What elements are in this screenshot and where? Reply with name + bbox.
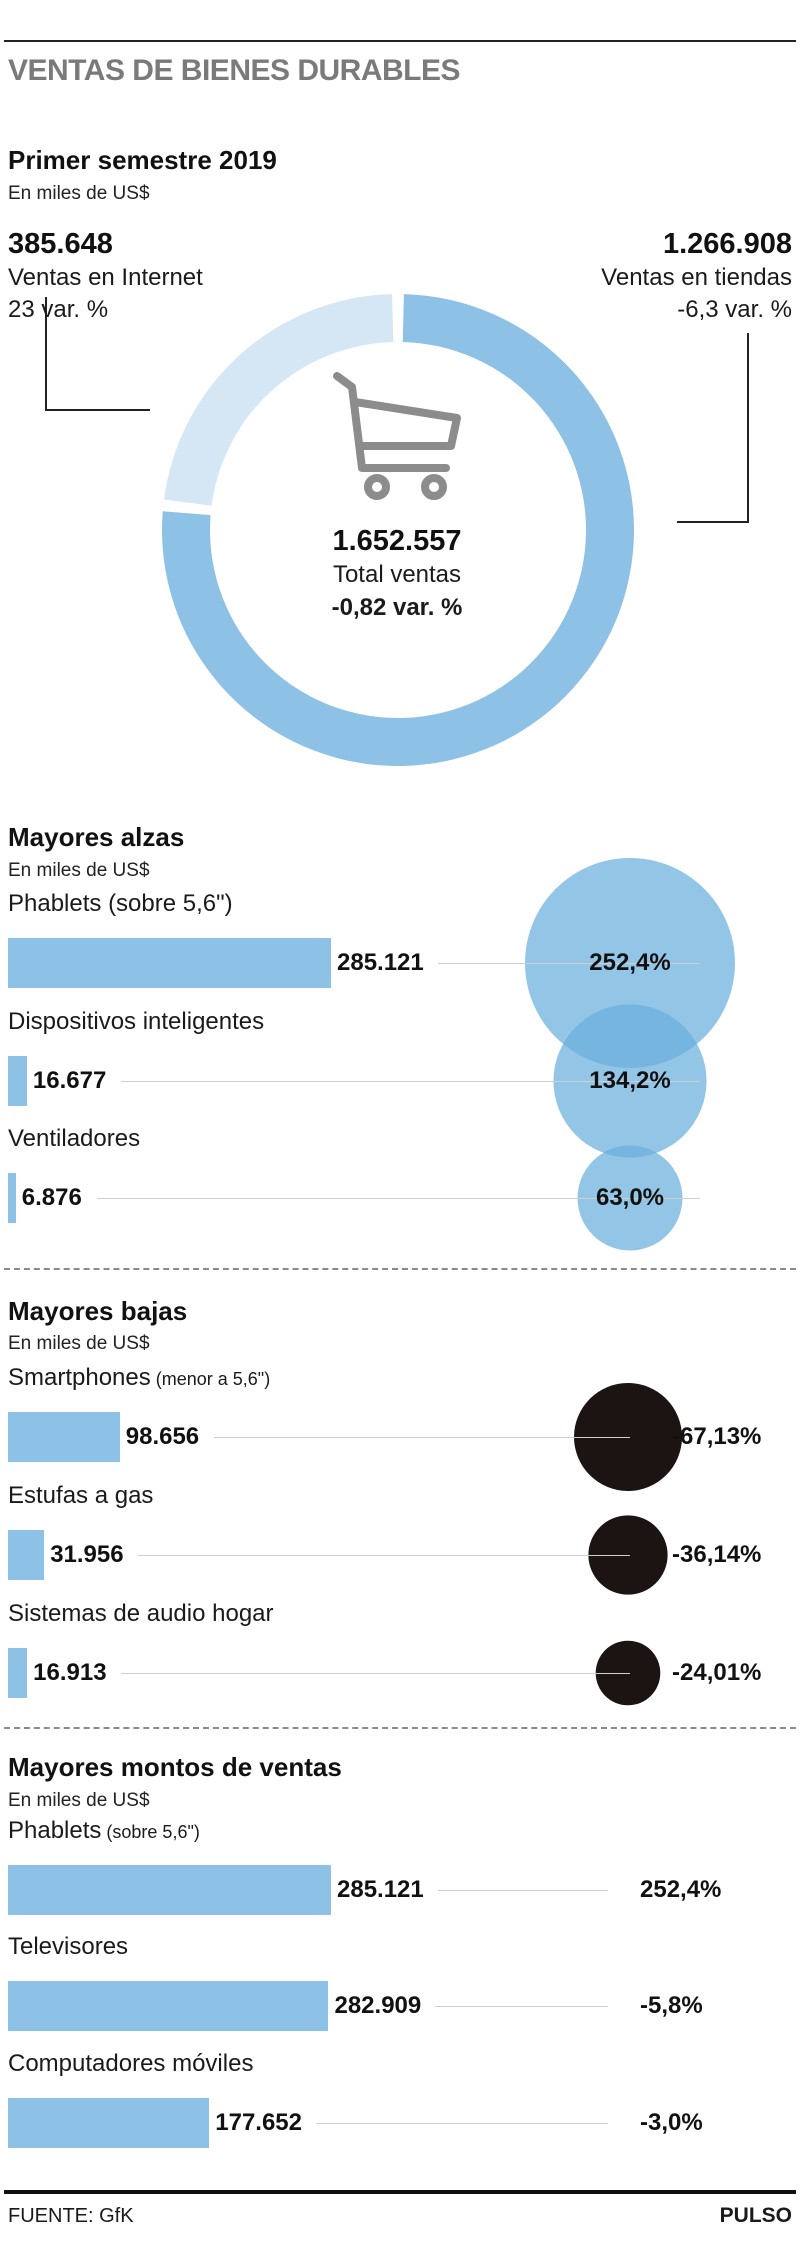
internet-label: Ventas en Internet xyxy=(8,264,203,291)
total-value: 1.652.557 xyxy=(332,525,462,557)
stores-label: Ventas en tiendas xyxy=(601,264,792,291)
bar-value-label: 31.956 xyxy=(50,1541,124,1568)
row-label: Phablets (sobre 5,6") xyxy=(8,890,233,918)
row-label: Televisores xyxy=(8,1933,128,1961)
alzas-title: Mayores alzas xyxy=(8,822,185,852)
bar-value-label: 177.652 xyxy=(215,2109,303,2136)
data-bar xyxy=(8,1056,27,1106)
top-rule xyxy=(4,40,796,42)
infographic-title: VENTAS DE BIENES DURABLES xyxy=(8,54,461,87)
variation-label: 252,4% xyxy=(589,949,671,976)
row-label-text: Ventiladores xyxy=(8,1125,141,1152)
guide-line xyxy=(121,1673,630,1674)
section-divider xyxy=(4,1727,796,1729)
variation-label: 63,0% xyxy=(595,1184,665,1211)
bar-value-label: 16.913 xyxy=(33,1659,107,1686)
row-label: Estufas a gas xyxy=(8,1482,153,1510)
total-var: -0,82 var. % xyxy=(331,594,463,621)
guide-line xyxy=(438,1890,608,1891)
internet-value: 385.648 xyxy=(8,228,113,260)
row-label-text: Computadores móviles xyxy=(8,2050,254,2077)
variation-label: 134,2% xyxy=(589,1067,671,1094)
bottom-rule xyxy=(4,2190,796,2194)
internet-leader-line xyxy=(45,297,150,411)
guide-line xyxy=(438,963,700,964)
variation-label: -36,14% xyxy=(672,1541,762,1568)
row-label-text: Estufas a gas xyxy=(8,1482,154,1509)
data-bar xyxy=(8,2098,210,2148)
data-bar xyxy=(8,1412,120,1462)
internet-var: 23 var. % xyxy=(8,296,109,323)
guide-line xyxy=(138,1555,630,1556)
brand-logo: PULSO xyxy=(719,2204,792,2227)
total-label: Total ventas xyxy=(332,561,462,588)
row-label: Computadores móviles xyxy=(8,2050,253,2078)
data-bar xyxy=(8,938,331,988)
bar-value-label: 282.909 xyxy=(334,1992,422,2019)
row-label-text: Phablets (sobre 5,6") xyxy=(8,890,233,917)
donut-slice-internet xyxy=(163,294,394,506)
bajas-unit: En miles de US$ xyxy=(8,1333,150,1354)
row-label: Sistemas de audio hogar xyxy=(8,1600,274,1628)
guide-line xyxy=(435,2006,608,2007)
variation-label: -67,13% xyxy=(672,1423,762,1450)
stores-value: 1.266.908 xyxy=(662,228,792,260)
variation-label: -5,8% xyxy=(640,1992,703,2019)
montos-title: Mayores montos de ventas xyxy=(8,1752,342,1782)
data-bar xyxy=(8,1173,16,1223)
stores-leader-line xyxy=(677,333,749,523)
shopping-cart-icon xyxy=(333,372,461,500)
row-label: Smartphones (menor a 5,6") xyxy=(8,1364,270,1392)
bar-value-label: 285.121 xyxy=(337,1876,424,1903)
guide-line xyxy=(316,2123,608,2124)
data-bar xyxy=(8,1981,329,2031)
guide-line xyxy=(96,1198,700,1199)
bajas-title: Mayores bajas xyxy=(8,1296,188,1326)
variation-label: -3,0% xyxy=(640,2109,703,2136)
data-bar xyxy=(8,1530,45,1580)
montos-unit: En miles de US$ xyxy=(8,1790,150,1811)
semester-unit: En miles de US$ xyxy=(8,183,150,204)
row-label-note: (menor a 5,6") xyxy=(150,1369,271,1389)
row-label: Phablets (sobre 5,6") xyxy=(8,1817,200,1845)
row-label-note: (sobre 5,6") xyxy=(101,1822,200,1842)
semester-title: Primer semestre 2019 xyxy=(8,145,277,175)
row-label-text: Televisores xyxy=(8,1933,129,1960)
variation-label: -24,01% xyxy=(672,1659,762,1686)
bar-value-label: 285.121 xyxy=(337,949,424,976)
variation-label: 252,4% xyxy=(640,1876,722,1903)
bar-value-label: 98.656 xyxy=(125,1423,200,1450)
guide-line xyxy=(213,1437,630,1438)
bar-value-label: 6.876 xyxy=(21,1184,82,1211)
stores-var: -6,3 var. % xyxy=(677,296,792,323)
alzas-unit: En miles de US$ xyxy=(8,860,150,881)
row-label: Dispositivos inteligentes xyxy=(8,1008,264,1036)
row-label-text: Smartphones xyxy=(8,1364,151,1391)
source-note: FUENTE: GfK xyxy=(8,2205,134,2227)
row-label-text: Phablets xyxy=(8,1817,102,1844)
row-label: Ventiladores xyxy=(8,1125,140,1153)
donut-chart xyxy=(45,294,749,766)
guide-line xyxy=(120,1081,700,1082)
bar-value-label: 16.677 xyxy=(32,1067,107,1094)
section-divider xyxy=(4,1268,796,1270)
data-bar xyxy=(8,1648,28,1698)
data-bar xyxy=(8,1865,331,1915)
row-label-text: Dispositivos inteligentes xyxy=(8,1008,265,1035)
row-label-text: Sistemas de audio hogar xyxy=(8,1600,274,1627)
